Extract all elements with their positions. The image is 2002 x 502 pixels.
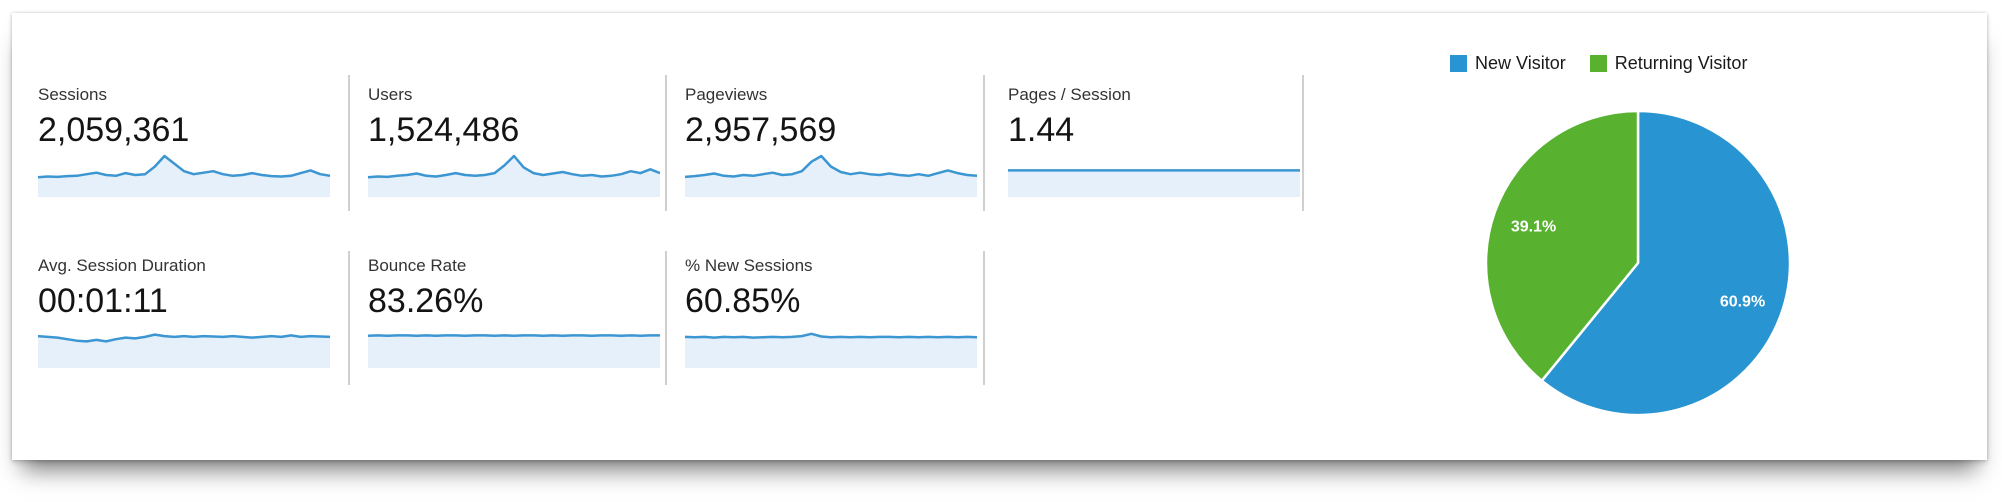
legend-item-new-visitor[interactable]: New Visitor (1450, 53, 1566, 74)
column-divider (983, 75, 985, 211)
metric-value: 60.85% (685, 282, 801, 320)
metric-value: 2,957,569 (685, 111, 837, 149)
legend-label: New Visitor (1475, 53, 1566, 73)
pie-slice-percentage-label: 39.1% (1511, 219, 1556, 236)
metric-value: 1.44 (1008, 111, 1075, 149)
users-sparkline (368, 154, 660, 197)
metric-label: Sessions (38, 85, 107, 104)
column-divider (983, 251, 985, 385)
pie-legend: New Visitor Returning Visitor (1450, 53, 1747, 74)
column-divider (665, 251, 667, 385)
sessions-sparkline (38, 154, 330, 197)
legend-label: Returning Visitor (1614, 53, 1748, 73)
metric-value: 83.26% (368, 282, 484, 320)
analytics-overview-card: Sessions 2,059,361 Users 1,524,486 Pagev… (12, 13, 1987, 460)
pie-slice-returning-visitor[interactable] (1484, 109, 1640, 382)
metric-label: Bounce Rate (368, 256, 467, 275)
metric-avg-session-duration[interactable]: Avg. Session Duration 00:01:11 (38, 256, 330, 368)
returning-visitor-swatch-icon (1589, 55, 1607, 72)
percent-new-sessions-sparkline (685, 332, 977, 368)
metric-users[interactable]: Users 1,524,486 (368, 85, 660, 197)
column-divider (665, 75, 667, 211)
metric-label: Pageviews (685, 85, 768, 104)
pie-slice-new-visitor[interactable] (1540, 109, 1792, 417)
pie-slice-percentage-label: 60.9% (1720, 293, 1765, 310)
avg-session-duration-sparkline (38, 333, 330, 368)
metric-label: Avg. Session Duration (38, 256, 206, 275)
legend-item-returning-visitor[interactable]: Returning Visitor (1589, 53, 1748, 74)
metric-pages-per-session[interactable]: Pages / Session 1.44 (1008, 85, 1300, 197)
metric-label: % New Sessions (685, 256, 813, 275)
column-divider (1302, 75, 1304, 211)
metric-value: 2,059,361 (38, 111, 190, 149)
metric-label: Users (368, 85, 413, 104)
column-divider (348, 75, 350, 211)
metric-sessions[interactable]: Sessions 2,059,361 (38, 85, 330, 197)
pages-per-session-sparkline (1008, 169, 1300, 197)
metric-value: 00:01:11 (38, 282, 168, 320)
metric-value: 1,524,486 (368, 111, 520, 149)
new-visitor-swatch-icon (1450, 55, 1467, 72)
column-divider (348, 251, 350, 385)
metric-bounce-rate[interactable]: Bounce Rate 83.26% (368, 256, 660, 368)
visitor-type-pie-chart[interactable]: 60.9% 39.1% (1478, 103, 1798, 423)
metric-label: Pages / Session (1008, 85, 1131, 104)
pageviews-sparkline (685, 154, 977, 197)
bounce-rate-sparkline (368, 334, 660, 368)
metric-pageviews[interactable]: Pageviews 2,957,569 (685, 85, 977, 197)
metric-percent-new-sessions[interactable]: % New Sessions 60.85% (685, 256, 977, 368)
